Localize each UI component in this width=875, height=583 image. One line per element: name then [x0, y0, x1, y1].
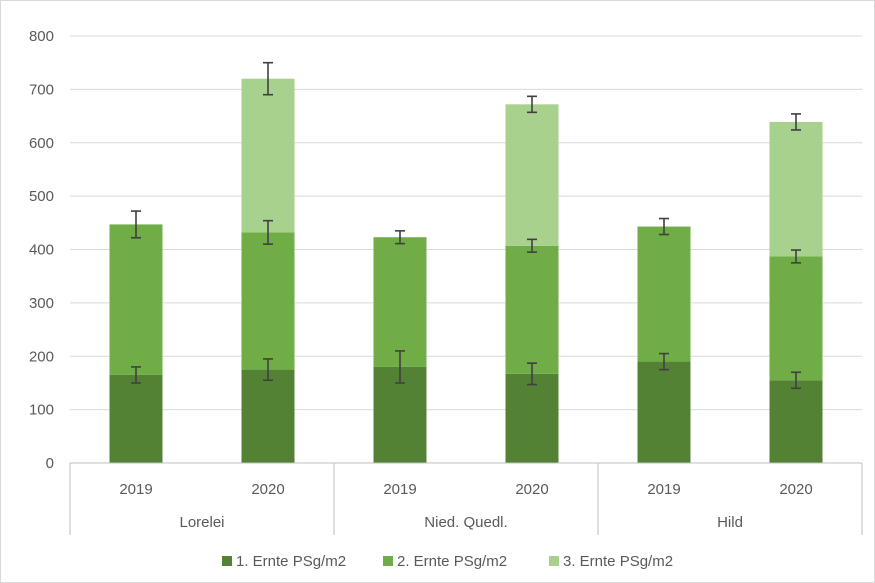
- y-tick-label: 700: [29, 81, 54, 98]
- error-bar: [131, 210, 141, 239]
- bar-segment-3: [769, 121, 823, 257]
- legend-swatch: [222, 556, 232, 566]
- x-tick-label: 2019: [119, 481, 152, 498]
- x-tick-label: 2020: [251, 481, 284, 498]
- gridlines: [70, 35, 862, 411]
- x-tick-label: 2019: [383, 481, 416, 498]
- error-bar: [395, 230, 405, 245]
- y-tick-label: 800: [29, 28, 54, 45]
- y-tick-label: 0: [46, 455, 54, 472]
- legend-swatch: [549, 556, 559, 566]
- legend-swatch: [383, 556, 393, 566]
- x-axis: 2019 2020 2019 2020 2019 2020 Lorelei Nied. Que…: [69, 462, 863, 535]
- bar-segment-2: [373, 237, 427, 367]
- error-bar: [659, 352, 669, 371]
- legend-item: 2. Ernte PSg/m2: [383, 553, 507, 570]
- legend-label: 3. Ernte PSg/m2: [563, 553, 673, 570]
- x-group-label: Nied. Quedl.: [424, 514, 507, 531]
- legend-item: 1. Ernte PSg/m2: [222, 553, 346, 570]
- bar-segment-2: [769, 256, 823, 381]
- error-bar: [527, 95, 537, 114]
- bar-segment-2: [637, 226, 691, 362]
- y-tick-label: 400: [29, 242, 54, 259]
- error-bar: [791, 113, 801, 131]
- x-tick-label: 2020: [515, 481, 548, 498]
- error-bar: [263, 219, 273, 245]
- legend-label: 2. Ernte PSg/m2: [397, 553, 507, 570]
- error-bars: [131, 61, 801, 390]
- x-tick-label: 2020: [779, 481, 812, 498]
- error-bar: [131, 366, 141, 384]
- legend-label: 1. Ernte PSg/m2: [236, 553, 346, 570]
- y-tick-label: 100: [29, 402, 54, 419]
- error-bar: [791, 371, 801, 390]
- error-bar: [395, 350, 405, 384]
- error-bar: [527, 238, 537, 253]
- x-group-label: Hild: [717, 514, 743, 531]
- bar-segment-2: [505, 245, 559, 374]
- error-bar: [791, 249, 801, 264]
- y-tick-label: 500: [29, 188, 54, 205]
- bar-segment-1: [241, 369, 295, 463]
- error-bar: [527, 362, 537, 386]
- bar-segment-2: [241, 232, 295, 370]
- y-tick-label: 300: [29, 295, 54, 312]
- error-bar: [659, 217, 669, 236]
- bar-segment-1: [637, 361, 691, 463]
- bar-segment-2: [109, 224, 163, 375]
- bar-segment-1: [505, 373, 559, 463]
- x-tick-label: 2019: [647, 481, 680, 498]
- y-axis-tick-labels: 0 100 200 300 400 500 600 700 800: [29, 28, 54, 472]
- bars: [109, 78, 823, 463]
- bar-segment-1: [109, 374, 163, 463]
- y-tick-label: 600: [29, 135, 54, 152]
- bar-segment-3: [505, 104, 559, 246]
- legend-item: 3. Ernte PSg/m2: [549, 553, 673, 570]
- bar-segment-1: [769, 380, 823, 463]
- y-tick-label: 200: [29, 348, 54, 365]
- error-bar: [263, 358, 273, 382]
- bar-segment-3: [241, 78, 295, 233]
- x-group-label: Lorelei: [179, 514, 224, 531]
- error-bar: [263, 61, 273, 96]
- legend: 1. Ernte PSg/m2 2. Ernte PSg/m2 3. Ernte P…: [222, 553, 673, 570]
